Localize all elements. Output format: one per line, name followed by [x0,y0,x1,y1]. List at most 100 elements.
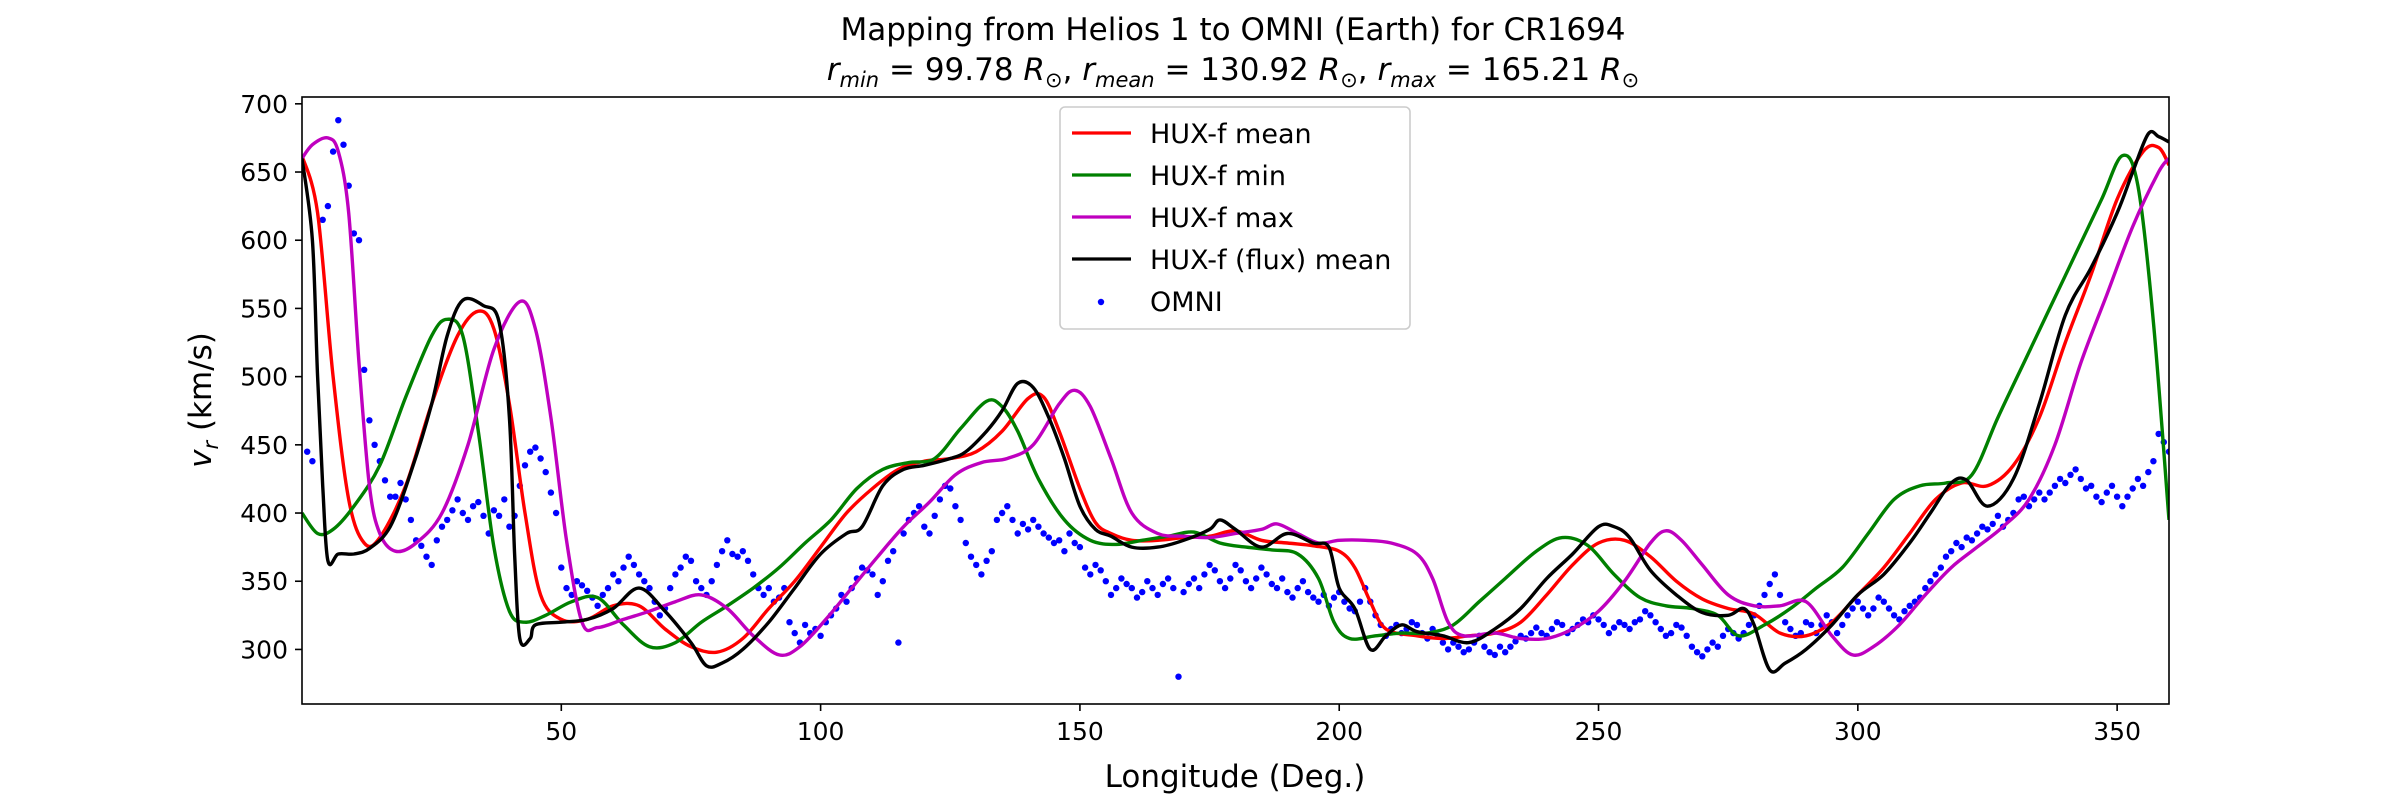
omni-point-174 [1211,567,1219,574]
omni-point-35 [490,507,498,514]
omni-point-95 [801,621,809,629]
omni-point-50 [568,591,575,599]
omni-point-56 [599,591,606,599]
omni-point-230 [1502,649,1509,656]
x-axis-label: Longitude (Deg.) [1105,759,1366,795]
omni-point-334 [2041,496,2048,503]
omni-point-232 [1512,638,1519,645]
omni-point-253 [1621,621,1628,629]
omni-point-249 [1600,621,1607,629]
omni-point-197 [1330,594,1338,601]
omni-point-277 [1745,621,1753,629]
omni-point-250 [1605,629,1613,637]
omni-point-255 [1631,619,1639,626]
omni-point-120 [931,512,938,519]
omni-point-167 [1175,673,1182,680]
omni-point-28 [454,496,461,503]
omni-point-135 [1009,516,1016,524]
omni-point-12 [371,441,378,448]
omni-point-288 [1802,619,1810,626]
omni-point-43 [532,444,539,451]
omni-point-25 [438,523,446,530]
omni-point-19 [407,516,415,524]
omni-point-10 [361,366,368,373]
omni-point-140 [1035,523,1042,530]
omni-point-222 [1460,649,1467,656]
omni-point-88 [765,584,772,592]
omni-point-9 [355,237,363,244]
omni-point-26 [444,516,451,524]
omni-point-161 [1144,578,1151,585]
y-tick-label-700: 700 [240,90,288,119]
omni-point-235 [1527,629,1535,637]
omni-point-151 [1092,561,1099,569]
omni-point-320 [1968,537,1976,544]
omni-point-155 [1113,584,1120,592]
omni-point-0 [304,448,311,455]
omni-point-119 [926,530,933,537]
plot-area [302,117,2169,680]
omni-point-180 [1242,578,1250,585]
omni-point-136 [1014,530,1021,537]
omni-point-42 [527,448,534,455]
omni-point-134 [1004,503,1011,510]
omni-point-152 [1097,567,1104,574]
omni-point-79 [718,548,726,555]
y-tick-label-650: 650 [240,158,288,187]
omni-point-181 [1247,584,1255,592]
omni-point-3 [324,202,332,210]
omni-point-128 [973,561,980,569]
omni-point-183 [1258,564,1265,571]
omni-point-312 [1927,578,1934,585]
omni-point-41 [521,462,529,469]
omni-point-70 [672,571,679,578]
omni-point-340 [2072,466,2079,473]
omni-point-93 [791,629,798,637]
series-line-hux-max [302,136,2169,658]
omni-point-38 [506,523,513,530]
omni-point-130 [983,557,990,564]
omni-point-337 [2056,475,2064,483]
omni-point-65 [646,584,653,592]
omni-point-191 [1299,578,1307,585]
omni-point-318 [1958,543,1965,551]
omni-point-330 [2020,493,2028,500]
omni-point-338 [2062,479,2069,487]
omni-point-194 [1315,598,1322,605]
omni-point-335 [2046,489,2053,496]
omni-point-350 [2124,493,2131,500]
omni-point-280 [1761,591,1768,599]
omni-point-81 [729,550,736,558]
omni-point-46 [547,489,555,496]
omni-point-296 [1844,612,1851,619]
omni-point-231 [1507,643,1514,650]
omni-point-316 [1948,548,1955,555]
x-tick-label-300: 300 [1834,717,1882,746]
omni-point-60 [620,564,627,571]
omni-point-164 [1159,580,1167,588]
omni-point-129 [978,571,985,578]
omni-point-202 [1356,598,1364,605]
omni-point-124 [952,503,959,510]
omni-point-125 [957,516,964,524]
omni-point-121 [936,496,944,503]
omni-point-175 [1216,578,1224,585]
omni-point-171 [1196,584,1203,592]
omni-point-182 [1253,575,1260,582]
omni-point-85 [750,571,757,578]
omni-point-172 [1201,571,1208,578]
omni-point-229 [1496,643,1504,650]
omni-point-150 [1087,571,1094,578]
series-line-hux-flux-mean [302,129,2169,674]
omni-point-163 [1154,591,1161,599]
omni-point-322 [1979,523,1986,530]
omni-point-162 [1149,584,1156,592]
omni-point-117 [915,503,923,510]
omni-point-352 [2134,475,2142,483]
omni-point-281 [1766,580,1773,588]
subtitle-rmean-sub: mean [1095,68,1155,92]
axes-frame [301,96,2170,705]
x-tick-label-350: 350 [2093,717,2141,746]
omni-point-32 [475,498,482,506]
omni-point-336 [2051,482,2059,489]
